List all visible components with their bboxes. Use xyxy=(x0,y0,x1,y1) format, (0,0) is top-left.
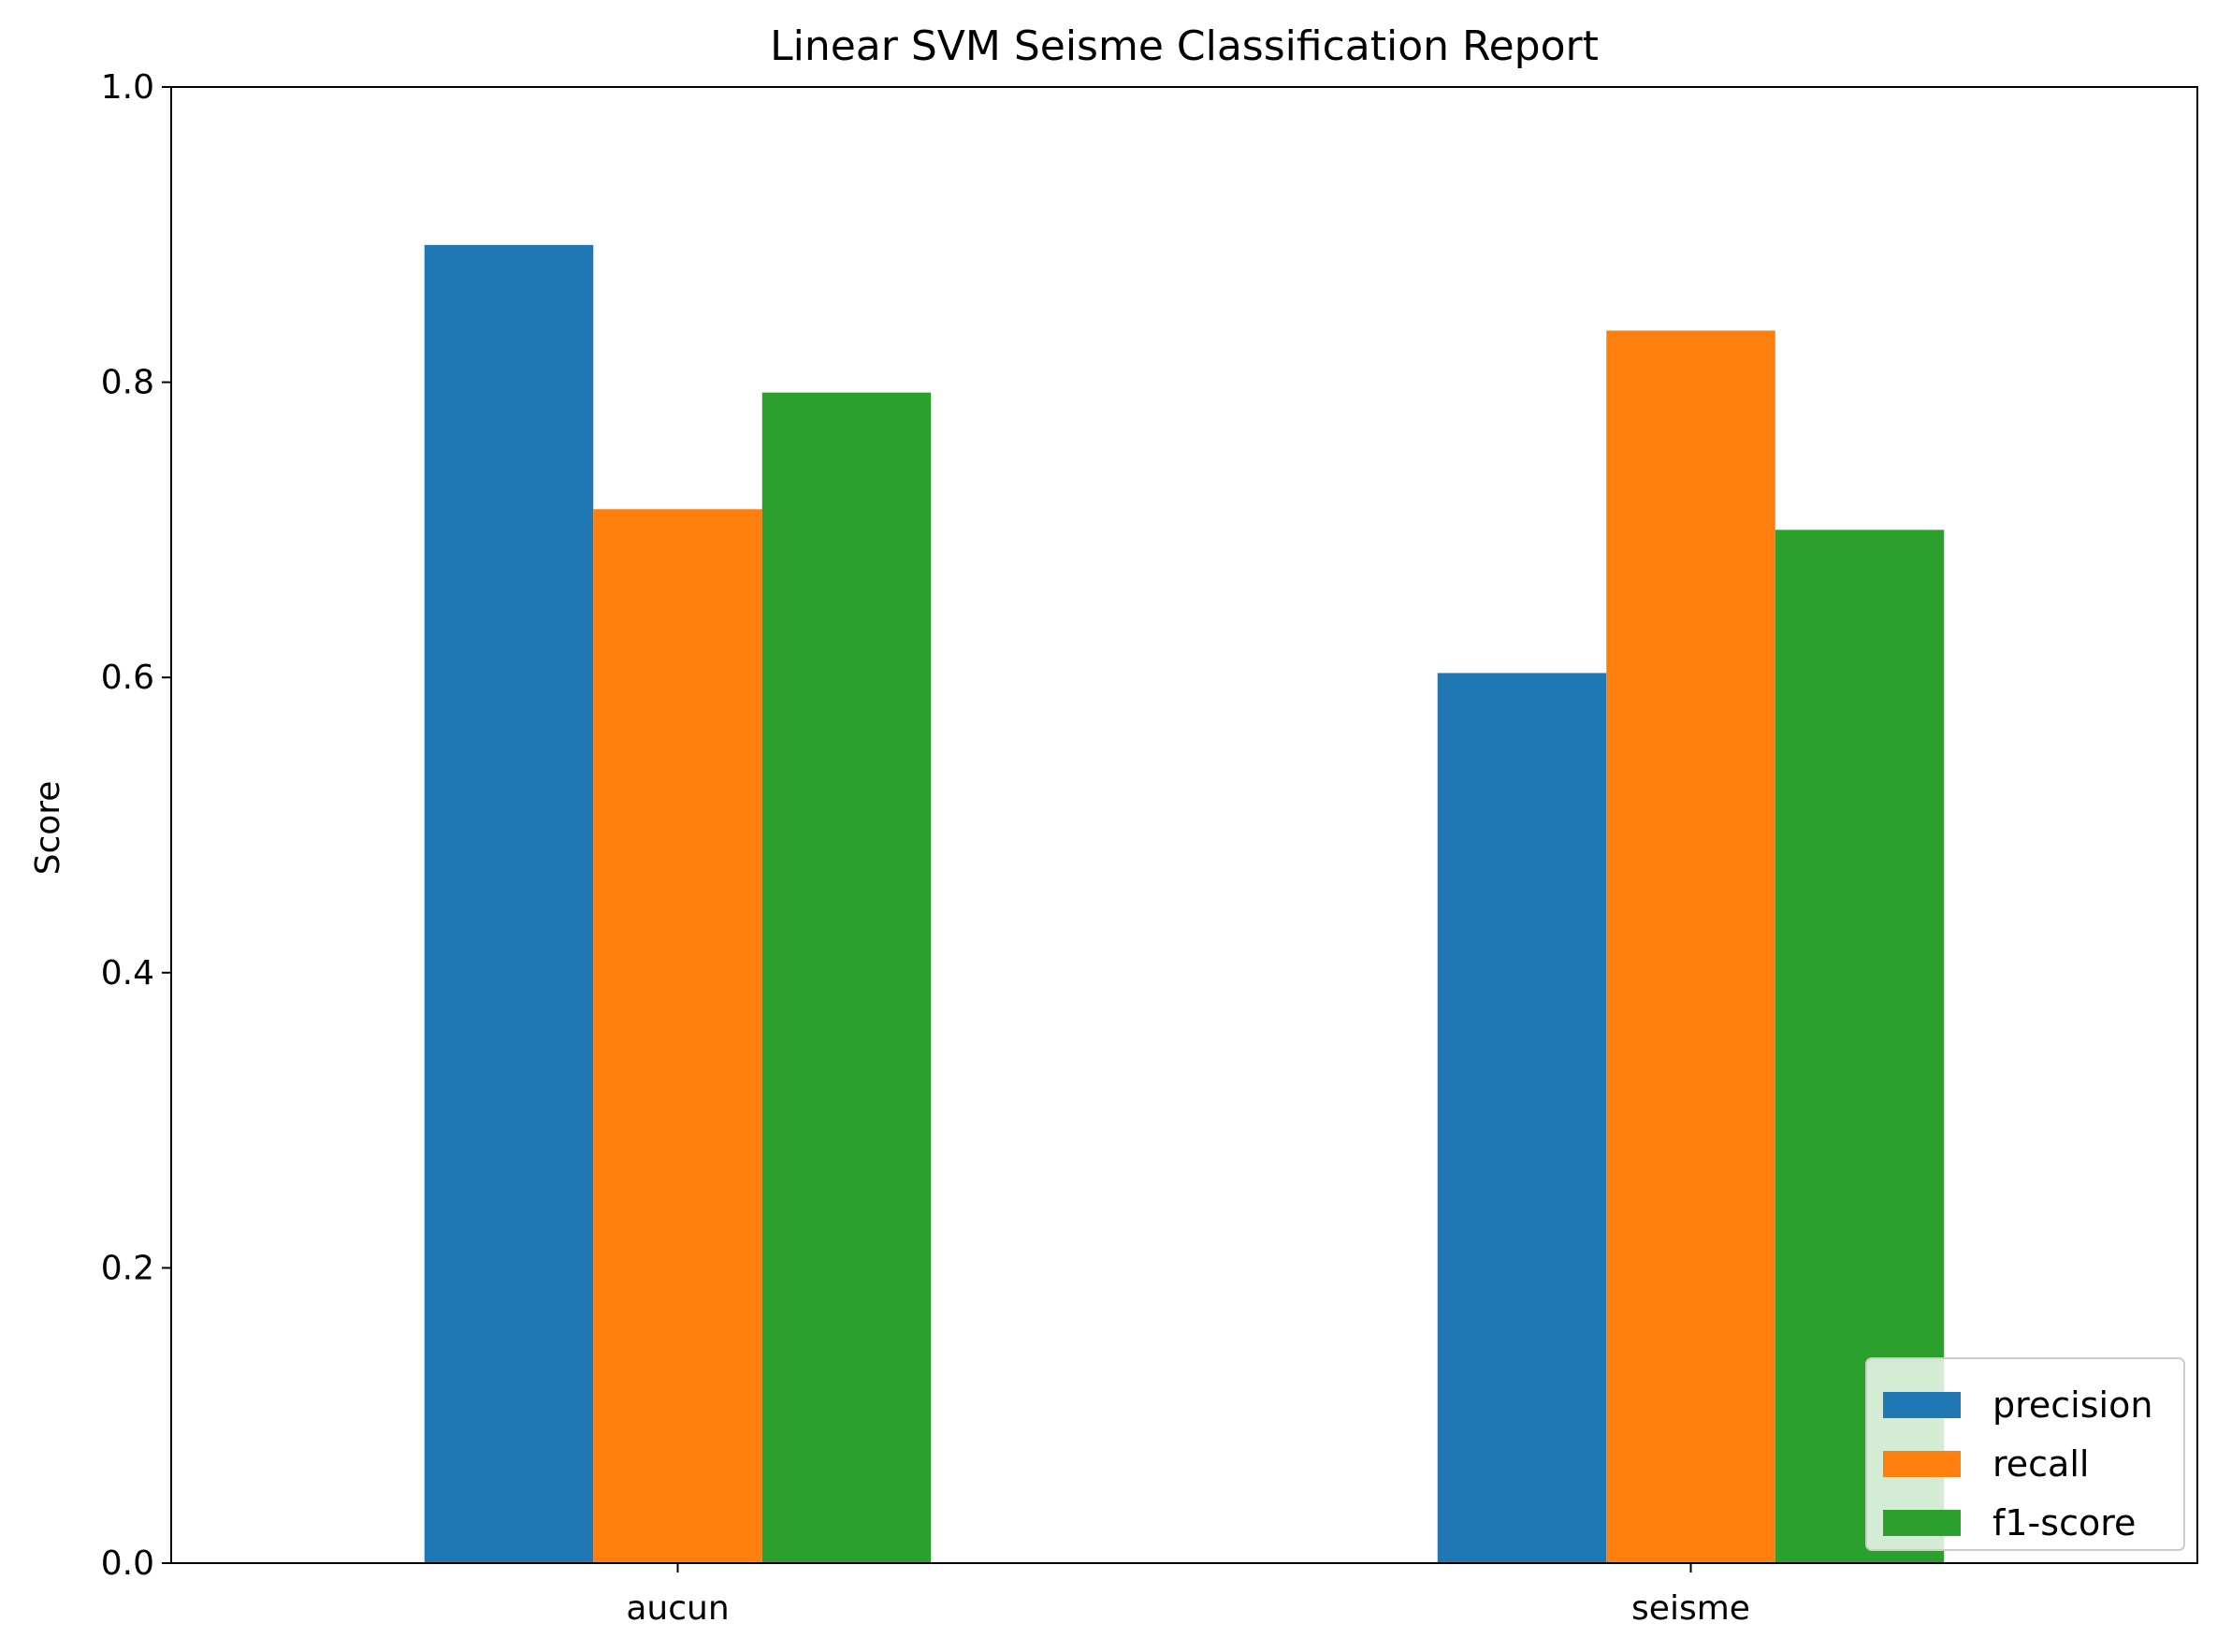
legend-swatch-f1-score xyxy=(1883,1510,1961,1536)
x-axis: aucun seisme xyxy=(626,1563,1750,1628)
bars-group xyxy=(424,244,1945,1564)
y-tick-label: 0.6 xyxy=(101,659,154,697)
y-tick-label: 1.0 xyxy=(101,68,154,107)
bar-precision-seisme xyxy=(1437,673,1607,1563)
legend-swatch-recall xyxy=(1883,1451,1961,1477)
legend-label-precision: precision xyxy=(1992,1384,2152,1426)
bar-f1-score-aucun xyxy=(761,392,932,1563)
bar-recall-aucun xyxy=(593,509,762,1563)
y-tick-label: 0.2 xyxy=(101,1249,154,1287)
x-tick-label: aucun xyxy=(626,1589,729,1628)
legend-label-f1-score: f1-score xyxy=(1992,1502,2136,1543)
y-tick-label: 0.0 xyxy=(101,1544,154,1583)
plot-area-frame xyxy=(170,86,2198,1564)
bar-recall-seisme xyxy=(1606,330,1775,1563)
x-tick-label: seisme xyxy=(1631,1589,1750,1628)
legend: precision recall f1-score xyxy=(1865,1357,2185,1551)
legend-swatch-precision xyxy=(1883,1392,1961,1418)
y-axis: 0.0 0.2 0.4 0.6 0.8 1.0 xyxy=(101,68,171,1583)
y-tick-label: 0.8 xyxy=(101,364,154,402)
legend-label-recall: recall xyxy=(1992,1443,2089,1485)
y-tick-label: 0.4 xyxy=(101,954,154,993)
y-axis-label: Score xyxy=(29,781,67,876)
bar-precision-aucun xyxy=(424,244,594,1564)
chart-title: Linear SVM Seisme Classification Report xyxy=(770,22,1599,70)
